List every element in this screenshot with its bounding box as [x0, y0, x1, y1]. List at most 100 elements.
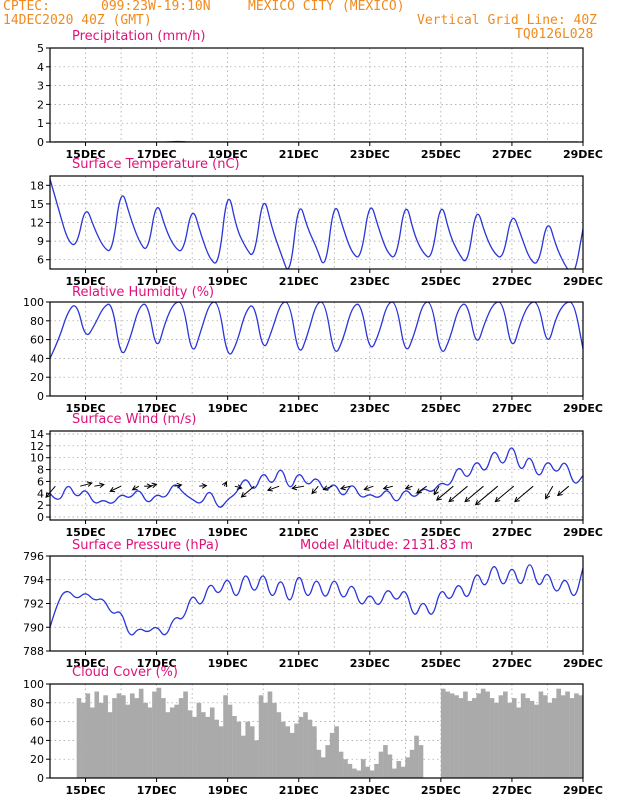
wind-vector — [149, 482, 158, 489]
cloud-ytick-label: 20 — [30, 753, 44, 766]
cloud-bar — [556, 688, 561, 778]
humidity-ytick-label: 60 — [30, 334, 44, 347]
pressure-xtick-label: 21DEC — [279, 657, 319, 670]
cloud-bar — [445, 691, 450, 778]
cloud-bar — [498, 695, 504, 778]
cloud-bar — [458, 698, 464, 778]
cloud-bar — [320, 757, 326, 778]
cloud-bar — [565, 691, 570, 778]
temperature-xtick-label: 23DEC — [350, 275, 390, 288]
cloud-bar — [471, 698, 477, 778]
precipitation-ytick-label: 1 — [37, 117, 44, 130]
precipitation-panel: 0 1 2 3 4 5 15DEC 17DEC 19DEC 21DEC 23DEC 25DEC 27DE… — [37, 29, 603, 161]
wind-vector — [311, 485, 319, 495]
pressure-ytick-label: 796 — [23, 550, 44, 563]
cloud-bar — [112, 698, 117, 778]
humidity-xtick-label: 17DEC — [137, 402, 177, 415]
cloud-bar — [347, 763, 353, 778]
cloud-xtick-label: 21DEC — [279, 784, 319, 797]
cloud-bar — [511, 698, 517, 778]
cloud-bar — [369, 770, 375, 778]
pressure-annotation: Model Altitude: 2131.83 m — [300, 538, 473, 553]
cloud-xtick-label: 19DEC — [208, 784, 248, 797]
temperature-series-line — [50, 178, 583, 269]
humidity-xtick-label: 19DEC — [208, 402, 248, 415]
humidity-ytick-label: 20 — [30, 371, 44, 384]
cloud-bar — [392, 768, 397, 778]
cloud-bar — [205, 716, 211, 778]
cloud-bar — [396, 761, 402, 778]
cloud-bar — [134, 698, 140, 778]
cloud-bar — [76, 698, 82, 778]
cloud-bar — [147, 707, 153, 778]
cloud-bar — [325, 745, 331, 778]
temperature-ytick-label: 15 — [30, 198, 44, 211]
humidity-ytick-label: 100 — [23, 296, 44, 309]
cloud-bar — [103, 695, 108, 778]
cloud-bar — [343, 759, 348, 778]
cloud-bar — [329, 732, 335, 778]
cloud-bar — [543, 695, 548, 778]
precipitation-ytick-label: 0 — [37, 136, 44, 149]
pressure-frame — [49, 555, 584, 652]
wind-vector — [322, 485, 333, 491]
wind-vector — [382, 484, 394, 491]
wind-vector — [415, 485, 427, 494]
temperature-xtick-label: 29DEC — [563, 275, 603, 288]
precipitation-ytick-label: 2 — [37, 98, 44, 111]
pressure-xtick-label: 17DEC — [137, 657, 177, 670]
wind-vector — [199, 483, 208, 489]
wind-vector — [94, 482, 105, 489]
cloud-bar — [529, 700, 535, 778]
pressure-panel: 788 790 792 794 796 15DEC 17DEC 19DEC 21DEC 23DEC… — [23, 538, 603, 670]
cloud-bar — [574, 693, 579, 778]
cloud-bar — [254, 740, 259, 778]
cloud-bar — [107, 712, 113, 778]
wind-vector — [433, 485, 440, 496]
wind-vector — [291, 484, 305, 491]
precipitation-xtick-label: 23DEC — [350, 148, 390, 161]
wind-xtick-label: 25DEC — [421, 526, 461, 539]
temperature-panel: 6 9 12 15 18 15DEC 17DEC 19DEC 21DEC 23DEC 25DEC 27… — [30, 157, 603, 288]
pressure-xtick-label: 19DEC — [208, 657, 248, 670]
cloud-bar — [307, 719, 313, 778]
cloud-ytick-label: 40 — [30, 734, 44, 747]
pressure-ytick-label: 792 — [23, 598, 44, 611]
cloud-bar — [334, 726, 339, 778]
precipitation-xtick-label: 15DEC — [66, 148, 106, 161]
cloud-bar — [440, 688, 446, 778]
cloud-bar — [520, 693, 526, 778]
humidity-xtick-label: 15DEC — [66, 402, 106, 415]
wind-xtick-label: 29DEC — [563, 526, 603, 539]
wind-xtick-label: 15DEC — [66, 526, 106, 539]
cloud-bar — [298, 716, 304, 778]
temperature-xtick-label: 17DEC — [137, 275, 177, 288]
temperature-ytick-label: 12 — [30, 217, 44, 230]
humidity-xtick-label: 21DEC — [279, 402, 319, 415]
wind-ytick-label: 2 — [37, 499, 44, 512]
cloud-bar — [280, 721, 286, 778]
cloud-bar — [560, 695, 566, 778]
forecast-date: 14DEC2020 40Z (GMT) — [3, 13, 152, 28]
cloud-bar — [201, 712, 206, 778]
precipitation-xtick-label: 29DEC — [563, 148, 603, 161]
cloud-bar — [516, 707, 522, 778]
cloud-bar — [534, 704, 539, 778]
cloud-bar — [374, 763, 379, 778]
cloud-title: Cloud Cover (%) — [72, 665, 178, 680]
humidity-frame — [49, 301, 584, 397]
cloud-bar — [138, 688, 144, 778]
wind-vector — [435, 485, 454, 501]
pressure-xtick-label: 15DEC — [66, 657, 106, 670]
cloud-bar — [152, 691, 157, 778]
humidity-ytick-label: 80 — [30, 315, 44, 328]
humidity-ytick-label: 40 — [30, 352, 44, 365]
precipitation-xtick-label: 21DEC — [279, 148, 319, 161]
cloud-xtick-label: 17DEC — [137, 784, 177, 797]
cloud-bar — [249, 726, 255, 778]
cloud-bar — [263, 702, 268, 778]
wind-ytick-label: 10 — [30, 452, 44, 465]
wind-vector — [464, 485, 484, 503]
precipitation-xtick-label: 27DEC — [492, 148, 532, 161]
